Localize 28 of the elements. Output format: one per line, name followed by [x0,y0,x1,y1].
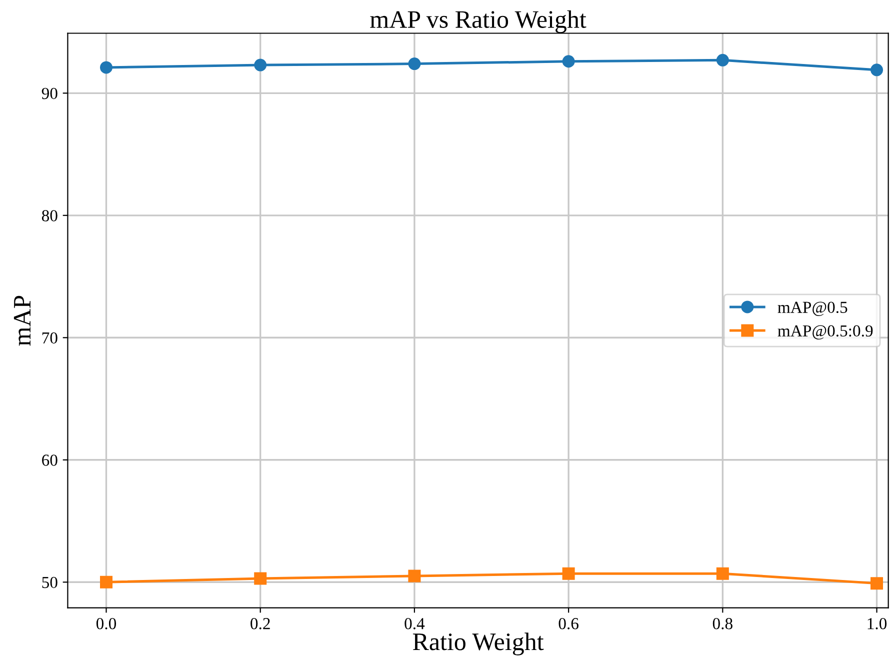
y-tick-label: 70 [42,332,58,344]
x-tick-label: 0.2 [250,618,270,630]
point [254,572,267,585]
point [408,570,421,582]
x-tick-label: 0.8 [712,618,732,630]
y-axis-title: mAP [14,296,30,346]
point [716,54,729,66]
x-tick-label: 1.0 [868,618,887,630]
y-tick-label: 90 [42,88,58,100]
x-tick-label: 0.6 [558,618,578,630]
legend-label: mAP@0.5 [778,302,848,316]
point [562,567,575,580]
chart-title: mAP vs Ratio Weight [370,10,586,34]
y-tick-label: 80 [42,210,58,222]
point [870,64,884,76]
legend-label: mAP@0.5:0.9 [778,325,873,340]
point [562,55,575,68]
x-axis-title: Ratio Weight [412,632,544,656]
x-tick-label: 0.0 [96,618,116,630]
y-tick-label: 60 [42,454,58,466]
point [254,58,267,72]
point [100,61,112,74]
point [716,567,729,580]
x-tick-label: 0.4 [404,618,425,630]
y-tick-label: 50 [42,576,58,588]
point [870,577,884,590]
point [408,58,421,70]
point [100,576,112,588]
